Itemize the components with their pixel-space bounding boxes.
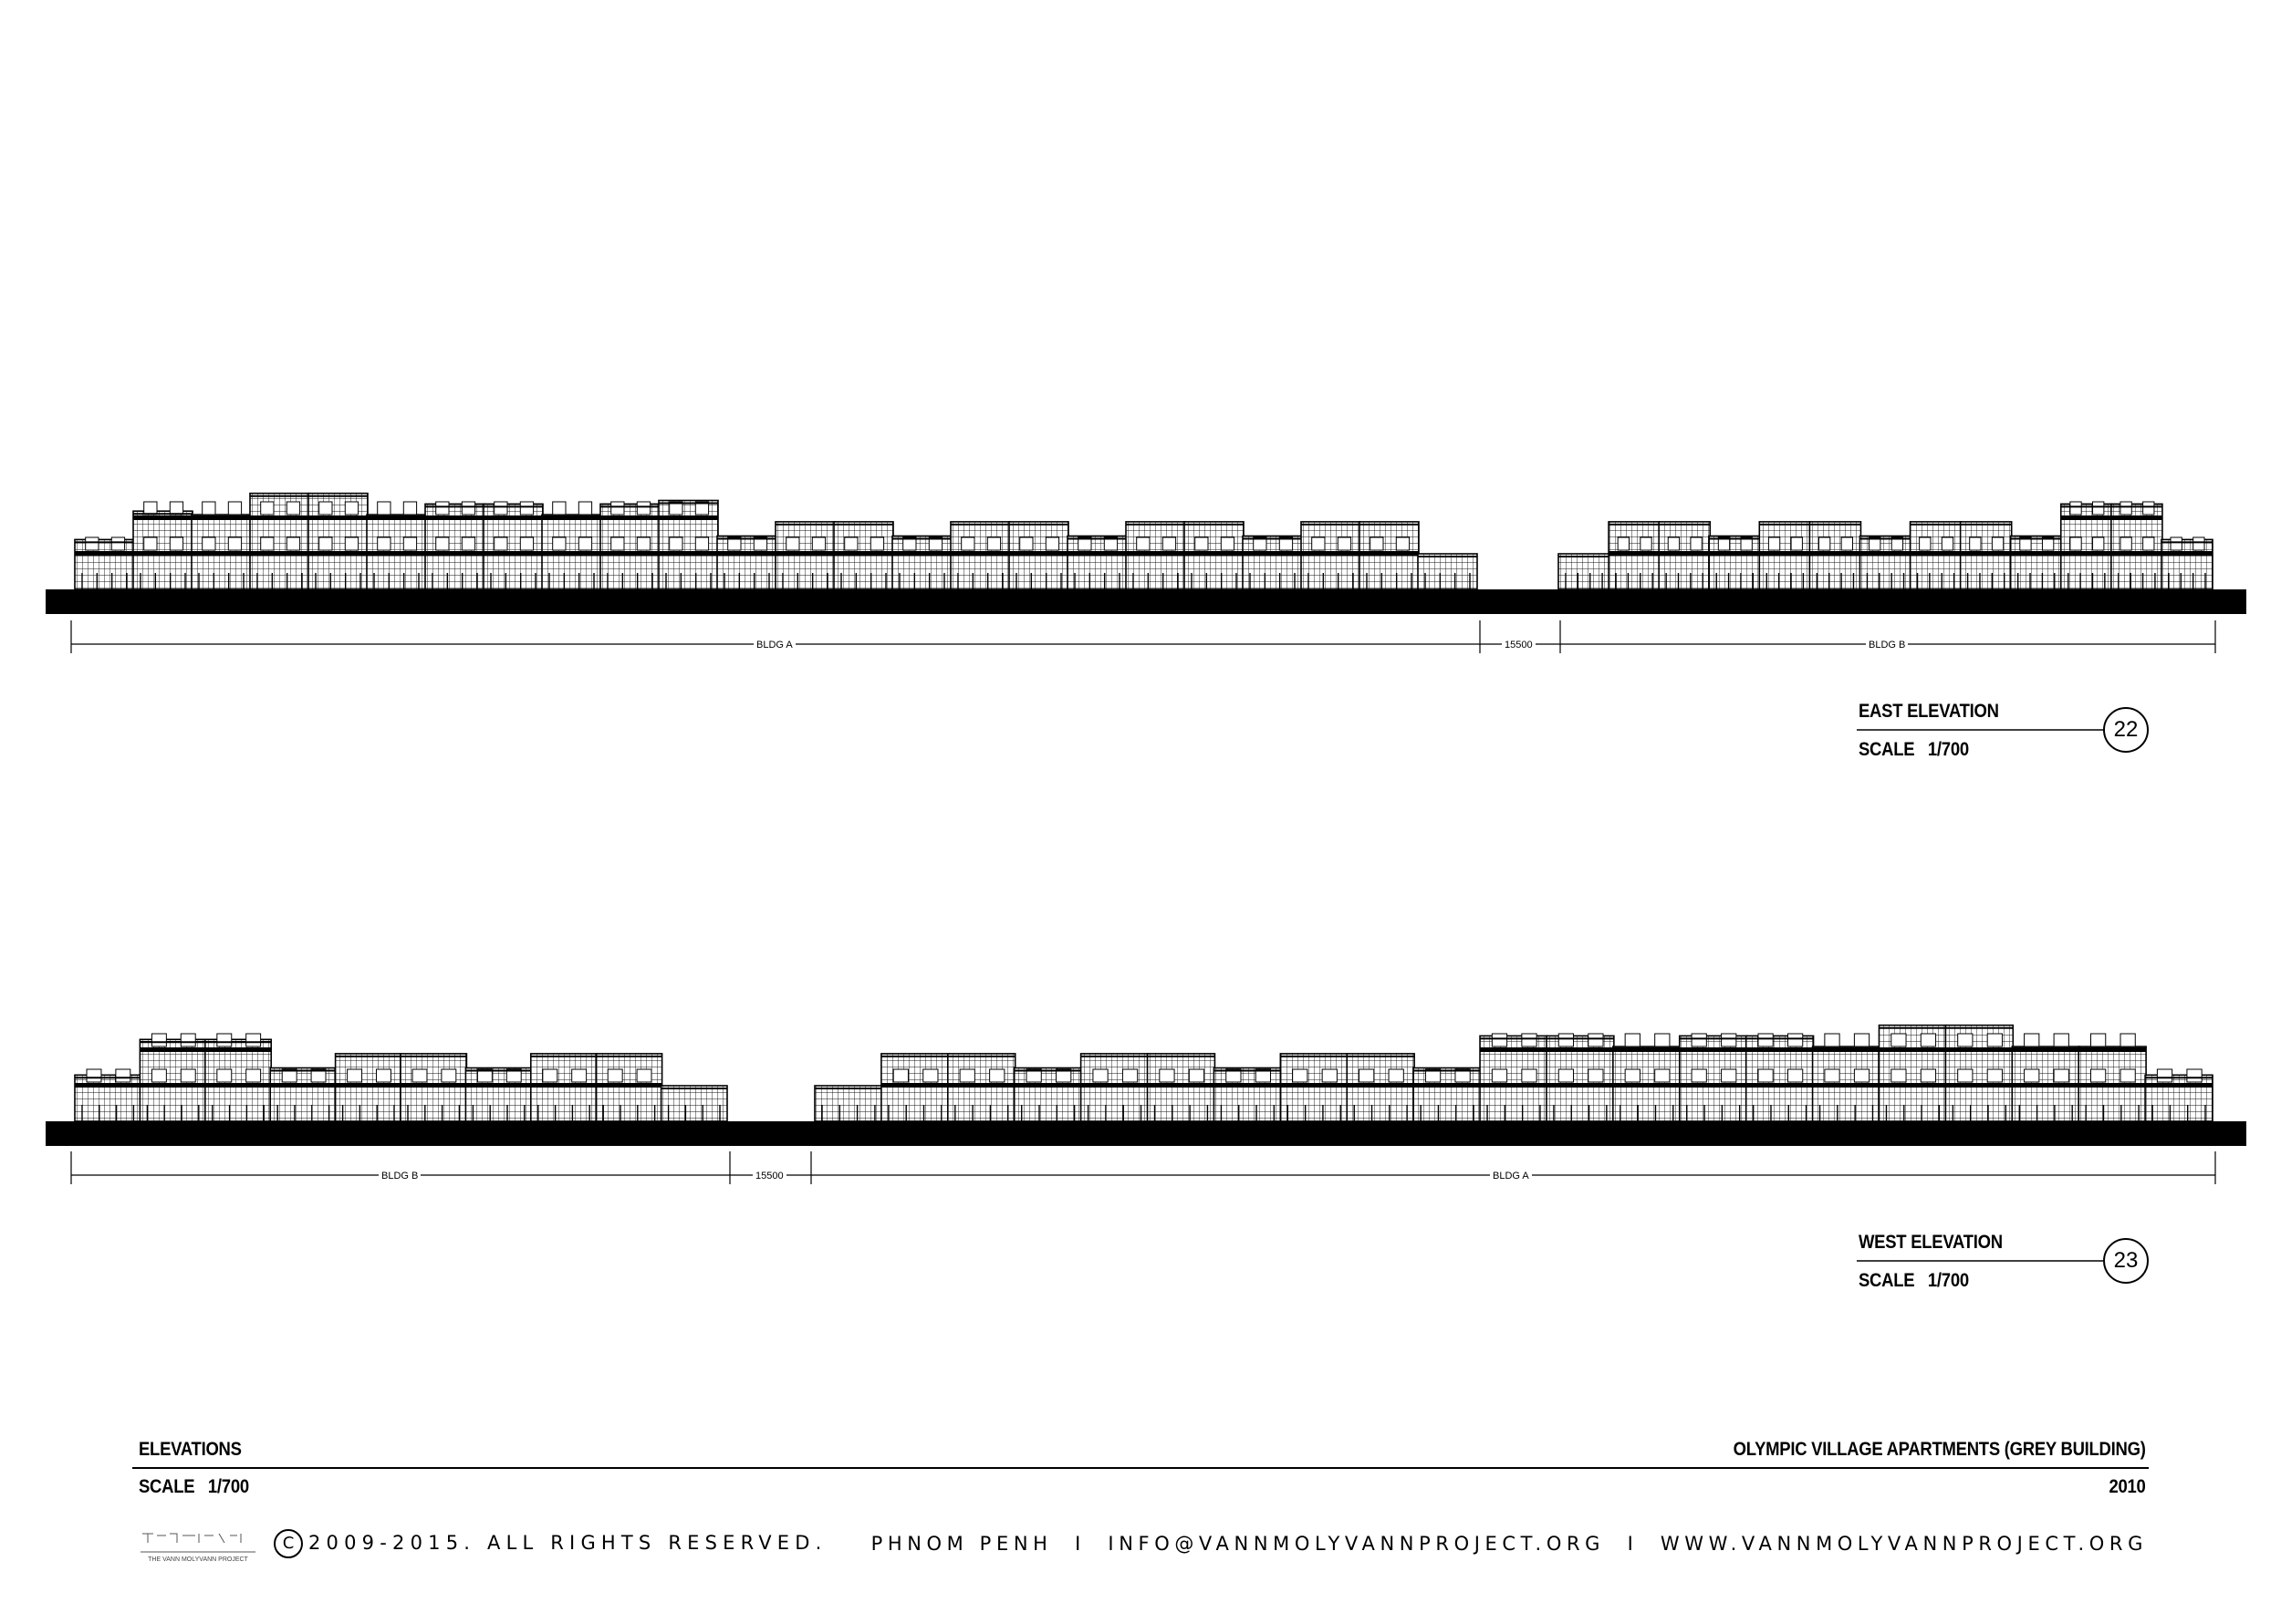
building-block bbox=[2011, 1033, 2080, 1122]
building-block bbox=[1146, 1053, 1216, 1122]
logo-text: THE VANN MOLYVANN PROJECT bbox=[148, 1556, 248, 1563]
building-block bbox=[483, 501, 544, 590]
east-drawing-number-tag: 22 bbox=[2103, 707, 2149, 753]
sheet-title: ELEVATIONS bbox=[139, 1439, 242, 1460]
building-block bbox=[1959, 521, 2013, 590]
building-block bbox=[1557, 553, 1610, 590]
building-block bbox=[1612, 1033, 1682, 1122]
building-block bbox=[1745, 1033, 1815, 1122]
building-block bbox=[334, 1053, 402, 1122]
building-block bbox=[204, 1033, 273, 1122]
building-block bbox=[1546, 1033, 1615, 1122]
building-block bbox=[1279, 1053, 1349, 1122]
building-block bbox=[1079, 1053, 1150, 1122]
east-dimension-line bbox=[70, 620, 2216, 653]
building-block bbox=[2078, 1033, 2147, 1122]
building-block bbox=[658, 499, 719, 590]
building-block bbox=[1608, 521, 1661, 590]
building-block bbox=[132, 501, 193, 590]
building-block bbox=[1479, 1033, 1548, 1122]
west-dim-label-bldg-a: BLDG A bbox=[1490, 1171, 1532, 1182]
building-block bbox=[1008, 521, 1069, 590]
east-elevation-buildings bbox=[74, 492, 2213, 590]
building-block bbox=[2059, 501, 2113, 590]
building-block bbox=[1708, 535, 1762, 590]
building-block bbox=[1678, 1033, 1748, 1122]
copyright-mark: C bbox=[274, 1529, 303, 1558]
project-title: OLYMPIC VILLAGE APARTMENTS (GREY BUILDIN… bbox=[1734, 1439, 2146, 1460]
building-block bbox=[424, 501, 485, 590]
building-block bbox=[2144, 1068, 2213, 1122]
building-block bbox=[599, 501, 661, 590]
building-block bbox=[1125, 521, 1186, 590]
sheet-scale: SCALE 1/700 bbox=[139, 1476, 249, 1497]
building-block bbox=[1808, 521, 1862, 590]
building-block bbox=[1242, 535, 1303, 590]
building-block bbox=[366, 501, 427, 590]
building-block bbox=[1811, 1033, 1881, 1122]
building-block bbox=[464, 1067, 533, 1122]
building-block bbox=[1183, 521, 1245, 590]
building-block bbox=[716, 535, 777, 590]
east-dim-label-bldg-a: BLDG A bbox=[754, 640, 796, 651]
east-elevation-scale: SCALE 1/700 bbox=[1859, 739, 1969, 760]
building-block bbox=[1300, 521, 1361, 590]
project-year: 2010 bbox=[2109, 1476, 2146, 1497]
building-block bbox=[1412, 1067, 1482, 1122]
building-block bbox=[541, 501, 602, 590]
copyright-text: 2009-2015. ALL RIGHTS RESERVED. bbox=[308, 1532, 828, 1554]
west-drawing-number-tag: 23 bbox=[2103, 1238, 2149, 1284]
west-elevation-buildings bbox=[74, 1024, 2213, 1122]
building-block bbox=[529, 1053, 598, 1122]
building-block bbox=[400, 1053, 468, 1122]
west-ground-line bbox=[46, 1121, 2246, 1146]
building-block bbox=[814, 1085, 883, 1122]
building-block bbox=[1346, 1053, 1415, 1122]
west-dimension-line bbox=[70, 1151, 2216, 1184]
building-block bbox=[1758, 521, 1812, 590]
building-block bbox=[1067, 535, 1128, 590]
building-block bbox=[1417, 553, 1478, 590]
building-block bbox=[269, 1067, 338, 1122]
east-ground-line bbox=[46, 589, 2246, 614]
building-block bbox=[307, 492, 369, 590]
building-block bbox=[74, 536, 135, 590]
building-block bbox=[947, 1053, 1016, 1122]
building-block bbox=[139, 1033, 207, 1122]
building-block bbox=[1859, 535, 1912, 590]
east-elevation-title: EAST ELEVATION bbox=[1859, 701, 1999, 722]
logo-mark: THE VANN MOLYVANN PROJECT bbox=[139, 1528, 257, 1565]
building-block bbox=[2110, 501, 2163, 590]
building-block bbox=[775, 521, 836, 590]
east-dim-label-bldg-b: BLDG B bbox=[1866, 640, 1909, 651]
building-block bbox=[833, 521, 894, 590]
building-block bbox=[880, 1053, 950, 1122]
building-block bbox=[249, 492, 310, 590]
west-elevation-title: WEST ELEVATION bbox=[1859, 1232, 2003, 1253]
building-block bbox=[2161, 536, 2213, 590]
building-block bbox=[1213, 1067, 1283, 1122]
vann-molyvann-project-logo: THE VANN MOLYVANN PROJECT bbox=[139, 1528, 257, 1565]
building-block bbox=[1359, 521, 1420, 590]
building-block bbox=[74, 1068, 142, 1122]
building-block bbox=[950, 521, 1011, 590]
west-elevation-scale: SCALE 1/700 bbox=[1859, 1270, 1969, 1291]
building-block bbox=[1878, 1024, 1948, 1122]
building-block bbox=[1013, 1067, 1083, 1122]
east-dim-label-gap: 15500 bbox=[1502, 640, 1536, 651]
west-dim-label-gap: 15500 bbox=[753, 1171, 786, 1182]
contact-info: PHNOM PENH I INFO@VANNMOLYVANNPROJECT.OR… bbox=[870, 1533, 2148, 1555]
building-block bbox=[191, 501, 252, 590]
building-block bbox=[1944, 1024, 2015, 1122]
building-block bbox=[891, 535, 953, 590]
building-block bbox=[1909, 521, 1963, 590]
west-dim-label-bldg-b: BLDG B bbox=[379, 1171, 422, 1182]
copyright-notice: C 2009-2015. ALL RIGHTS RESERVED. bbox=[274, 1529, 828, 1558]
building-block bbox=[1658, 521, 1712, 590]
building-block bbox=[660, 1085, 728, 1122]
building-block bbox=[2009, 535, 2063, 590]
building-block bbox=[595, 1053, 663, 1122]
